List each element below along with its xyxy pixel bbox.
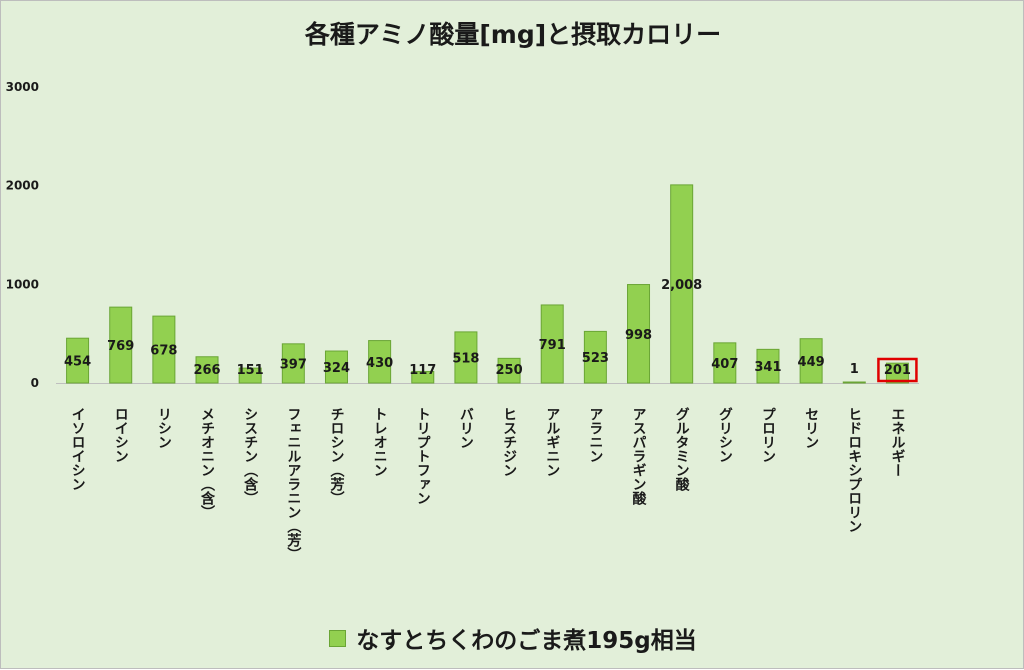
data-label: 1 <box>850 362 859 377</box>
data-label: 407 <box>711 357 738 372</box>
bar <box>368 340 392 384</box>
data-label: 791 <box>539 338 566 353</box>
y-tick-label: 1000 <box>6 277 39 291</box>
bar <box>195 356 219 384</box>
x-tick-label: アスパラギン酸 <box>631 407 647 506</box>
bar <box>713 342 737 384</box>
data-label: 449 <box>798 355 825 370</box>
x-tick-label: ヒスチジン <box>501 407 517 477</box>
data-label: 250 <box>496 363 523 378</box>
bar <box>842 381 866 384</box>
bar <box>756 348 780 384</box>
data-label: 201 <box>884 363 911 378</box>
x-tick-label: ロイシン <box>113 407 129 463</box>
data-label: 397 <box>280 357 307 372</box>
data-label: 2,008 <box>661 278 702 293</box>
x-tick-label: イソロイシン <box>70 407 86 491</box>
data-label: 324 <box>323 361 350 376</box>
bar <box>152 315 176 384</box>
x-tick-label: メチオニン（含） <box>199 407 216 519</box>
x-tick-label: グルタミン酸 <box>674 406 690 492</box>
x-tick-label: セリン <box>803 407 819 449</box>
data-label: 341 <box>754 360 781 375</box>
bar <box>497 357 521 384</box>
bar <box>281 343 305 384</box>
bar <box>583 330 607 384</box>
y-tick-label: 3000 <box>6 80 39 94</box>
bar <box>66 337 90 384</box>
chart-title: 各種アミノ酸量[mg]と摂取カロリー <box>304 20 722 49</box>
data-label: 769 <box>107 339 134 354</box>
legend: なすとちくわのごま煮195g相当 <box>1 621 1024 655</box>
legend-swatch <box>329 630 347 647</box>
data-label: 523 <box>582 351 609 366</box>
x-tick-label: チロシン（芳） <box>328 407 345 505</box>
highlight-box <box>877 357 918 383</box>
data-label: 117 <box>409 363 436 378</box>
x-tick-label: リシン <box>156 407 172 449</box>
x-tick-label: グリシン <box>717 406 733 463</box>
x-tick-label: ヒドロキシプロリン <box>846 407 862 533</box>
y-tick-label: 2000 <box>6 179 39 193</box>
x-tick-label: エネルギー <box>889 407 905 477</box>
x-tick-label: バリン <box>458 407 474 449</box>
data-label: 454 <box>64 355 91 370</box>
data-label: 266 <box>193 363 220 378</box>
data-label: 518 <box>452 351 479 366</box>
bar <box>454 331 478 384</box>
x-tick-label: トリプトファン <box>415 407 431 505</box>
x-tick-label: トレオニン <box>372 407 388 477</box>
data-label: 998 <box>625 328 652 343</box>
data-label: 151 <box>237 363 264 378</box>
x-tick-label: アルギニン <box>544 407 560 477</box>
data-label: 678 <box>150 344 177 359</box>
bar <box>540 304 564 384</box>
bar <box>670 184 694 384</box>
x-tick-label: アラニン <box>587 407 603 463</box>
data-label: 430 <box>366 356 393 371</box>
bar <box>799 338 823 384</box>
bar <box>411 370 435 384</box>
legend-label: なすとちくわのごま煮195g相当 <box>356 628 697 654</box>
bar <box>324 350 348 384</box>
x-tick-label: フェニルアラニン（芳） <box>285 407 302 561</box>
bar <box>238 367 262 384</box>
y-tick-label: 0 <box>31 376 39 390</box>
bar <box>627 284 651 384</box>
x-tick-label: プロリン <box>760 407 776 463</box>
bar <box>109 306 133 384</box>
x-tick-label: シスチン（含） <box>242 407 259 505</box>
bar <box>885 362 909 384</box>
